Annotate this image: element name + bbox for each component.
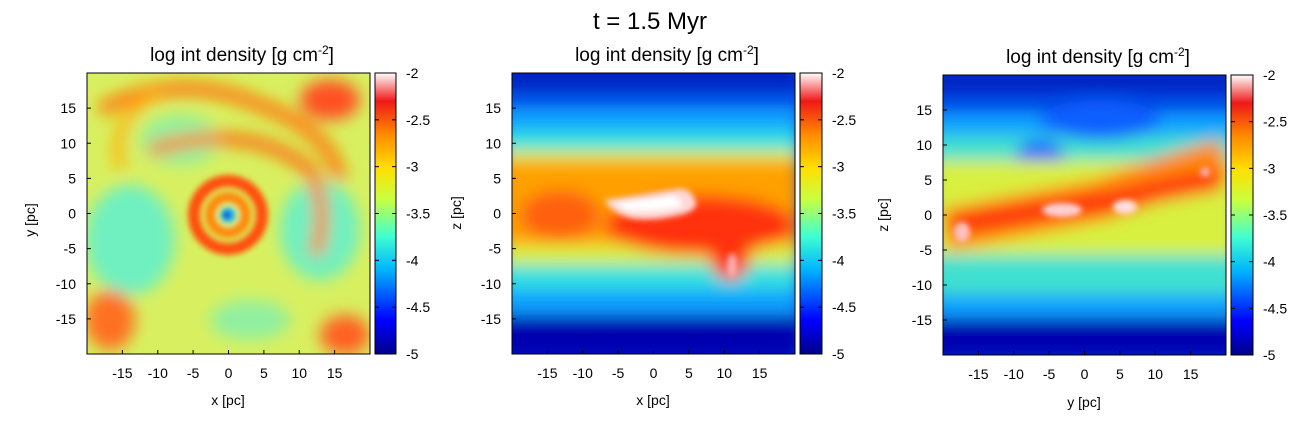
x-tick-label-1-2: -5: [187, 365, 200, 381]
panel-1: -15 -10 -5 0 5 10 15 15 10 5 0 -5 -10 -15 -2 -2.5 -3 -3.…: [22, 43, 430, 408]
x-tick-label-1-6: 15: [327, 365, 343, 381]
colorbar-tick-label-2-3: -3.5: [832, 206, 856, 222]
y-tick-label-3-3: 0: [924, 207, 932, 223]
axis-3: -15 -10 -5 0 5 10 15 15 10 5 0 -5 -10 -15: [912, 102, 1199, 382]
y-tick-label-1-2: 5: [68, 170, 76, 186]
x-tick-label-1-0: -15: [112, 365, 132, 381]
x-tick-label-3-0: -15: [968, 366, 988, 382]
y-tick-label-3-5: -10: [912, 277, 932, 293]
y-tick-label-3-1: 10: [916, 137, 932, 153]
colorbar-tick-label-2-6: -5: [832, 346, 845, 362]
colorbar-tick-label-3-3: -3.5: [1263, 207, 1287, 223]
y-axis-label-1: y [pc]: [22, 203, 38, 236]
x-tick-label-2-2: -5: [612, 365, 625, 381]
y-tick-label-2-1: 10: [485, 135, 501, 151]
chart-title-3-close: ]: [1185, 47, 1190, 68]
colorbar-tick-label-2-0: -2: [832, 65, 845, 81]
y-tick-label-1-4: -5: [64, 241, 77, 257]
chart-title-3: log int density [g cm-2]: [1006, 45, 1190, 68]
chart-title-2-text: log int density [g cm: [575, 45, 743, 66]
y-tick-label-1-0: 15: [60, 100, 76, 116]
y-tick-label-2-6: -15: [481, 311, 501, 327]
y-tick-label-3-0: 15: [916, 102, 932, 118]
colorbar-2-axis: -2 -2.5 -3 -3.5 -4 -4.5 -5: [800, 65, 856, 362]
axis-2: -15 -10 -5 0 5 10 15 15 10 5 0 -5 -10 -15: [481, 100, 768, 381]
panel-2: -15 -10 -5 0 5 10 15 15 10 5 0 -5 -10 -15 -2 -2.5 -3 -3.…: [448, 43, 856, 408]
y-tick-label-1-1: 10: [60, 135, 76, 151]
x-tick-label-2-4: 5: [685, 365, 693, 381]
x-tick-label-2-0: -15: [537, 365, 557, 381]
x-axis-label-3: y [pc]: [1067, 394, 1100, 410]
x-tick-label-3-3: 0: [1081, 366, 1089, 382]
x-tick-label-3-4: 5: [1116, 366, 1124, 382]
y-tick-label-2-4: -5: [489, 241, 502, 257]
x-tick-label-1-1: -10: [148, 365, 168, 381]
x-tick-label-2-1: -10: [573, 365, 593, 381]
chart-title-1: log int density [g cm-2]: [150, 43, 334, 66]
chart-title-2-sup: -2: [743, 43, 754, 57]
colorbar-tick-label-2-4: -4: [832, 252, 845, 268]
chart-title-2: log int density [g cm-2]: [575, 43, 759, 66]
figure-title: t = 1.5 Myr: [592, 8, 708, 35]
colorbar-tick-label-1-4: -4: [406, 252, 419, 268]
x-tick-label-2-6: 15: [752, 365, 768, 381]
y-tick-label-3-4: -5: [920, 242, 933, 258]
colorbar-tick-label-3-1: -2.5: [1263, 114, 1287, 130]
y-tick-label-1-6: -15: [56, 311, 76, 327]
colorbar-tick-label-3-6: -5: [1263, 347, 1276, 363]
chart-title-2-close: ]: [754, 45, 759, 66]
x-axis-label-2: x [pc]: [636, 392, 669, 408]
colorbar-tick-label-3-4: -4: [1263, 254, 1276, 270]
x-tick-label-1-4: 5: [260, 365, 268, 381]
x-axis-label-1: x [pc]: [211, 392, 244, 408]
x-tick-label-1-5: 10: [291, 365, 307, 381]
y-axis-label-2: z [pc]: [448, 196, 464, 229]
y-tick-label-3-6: -15: [912, 312, 932, 328]
axis-1: -15 -10 -5 0 5 10 15 15 10 5 0 -5 -10 -15: [56, 100, 343, 381]
colorbar-1-axis: -2 -2.5 -3 -3.5 -4 -4.5 -5: [375, 65, 430, 362]
x-tick-label-3-6: 15: [1183, 366, 1199, 382]
colorbar-tick-label-1-1: -2.5: [406, 112, 430, 128]
colorbar-tick-label-1-5: -4.5: [406, 299, 430, 315]
colorbar-tick-label-2-5: -4.5: [832, 299, 856, 315]
colorbar-tick-label-2-2: -3: [832, 159, 845, 175]
x-tick-label-1-3: 0: [225, 365, 233, 381]
y-tick-label-2-3: 0: [493, 206, 501, 222]
colorbar-tick-label-1-0: -2: [406, 65, 419, 81]
y-axis-label-3: z [pc]: [875, 198, 891, 231]
y-tick-label-2-0: 15: [485, 100, 501, 116]
heatmap-1-image: [87, 73, 370, 354]
heatmap-3-image: [943, 75, 1226, 355]
chart-title-3-text: log int density [g cm: [1006, 47, 1174, 68]
colorbar-tick-label-2-1: -2.5: [832, 112, 856, 128]
chart-title-3-sup: -2: [1174, 45, 1185, 59]
x-tick-label-3-1: -10: [1004, 366, 1024, 382]
panel-3: -15 -10 -5 0 5 10 15 15 10 5 0 -5 -10 -15 -2 -2.5 -3 -3.…: [875, 45, 1287, 410]
colorbar-tick-label-1-6: -5: [406, 346, 419, 362]
x-tick-label-3-5: 10: [1147, 366, 1163, 382]
heatmap-2-image: [512, 73, 795, 354]
y-tick-label-1-3: 0: [68, 206, 76, 222]
y-tick-label-2-5: -10: [481, 276, 501, 292]
chart-title-1-close: ]: [329, 45, 334, 66]
x-tick-label-2-5: 10: [716, 365, 732, 381]
colorbar-tick-label-1-2: -3: [406, 159, 419, 175]
y-tick-label-2-2: 5: [493, 170, 501, 186]
x-tick-label-2-3: 0: [650, 365, 658, 381]
colorbar-tick-label-3-5: -4.5: [1263, 300, 1287, 316]
x-tick-label-3-2: -5: [1043, 366, 1056, 382]
colorbar-3-axis: -2 -2.5 -3 -3.5 -4 -4.5 -5: [1231, 67, 1287, 363]
y-tick-label-1-5: -10: [56, 276, 76, 292]
chart-title-1-sup: -2: [318, 43, 329, 57]
colorbar-tick-label-3-0: -2: [1263, 67, 1276, 83]
colorbar-tick-label-1-3: -3.5: [406, 206, 430, 222]
chart-title-1-text: log int density [g cm: [150, 45, 318, 66]
y-tick-label-3-2: 5: [924, 172, 932, 188]
colorbar-tick-label-3-2: -3: [1263, 160, 1276, 176]
